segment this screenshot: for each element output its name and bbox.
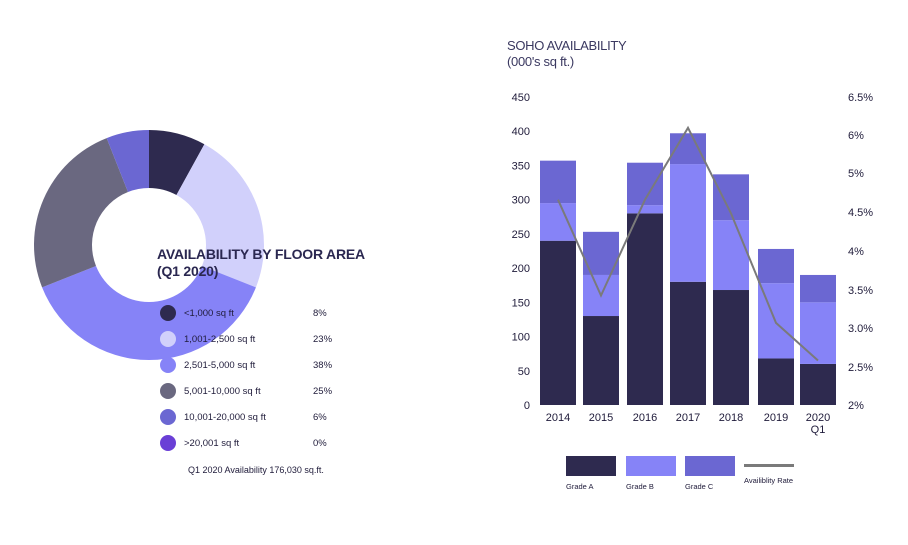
legend-grade-a: Grade A <box>566 456 616 491</box>
legend-item: 2,501-5,000 sq ft 38% <box>160 357 360 383</box>
bar-grade-c <box>800 274 836 303</box>
bar-legend: Grade A Grade B Grade C Availiblity Rate <box>566 456 826 496</box>
donut-title-line1: AVAILABILITY BY FLOOR AREA <box>157 246 365 262</box>
legend-item: <1,000 sq ft 8% <box>160 305 360 331</box>
legend-dot-icon <box>160 305 176 321</box>
donut-legend: <1,000 sq ft 8% 1,001-2,500 sq ft 23% 2,… <box>160 305 360 461</box>
x-tick-label: 2015 <box>589 412 613 424</box>
y-tick-label: 200 <box>512 263 530 275</box>
bar-grade-c <box>758 248 794 284</box>
legend-label: 1,001-2,500 sq ft <box>184 334 256 345</box>
grade-b-swatch <box>626 456 676 476</box>
y2-tick-label: 6% <box>848 130 864 142</box>
y2-tick-label: 5% <box>848 168 864 180</box>
grade-a-swatch <box>566 456 616 476</box>
bar-grade-a <box>758 358 794 405</box>
legend-label: <1,000 sq ft <box>184 308 234 319</box>
legend-item: 5,001-10,000 sq ft 25% <box>160 383 360 409</box>
bar-grade-b <box>670 164 706 282</box>
legend-percent: 8% <box>313 308 327 319</box>
donut-title-line2: (Q1 2020) <box>157 263 219 279</box>
legend-rate-label: Availiblity Rate <box>744 476 794 485</box>
legend-label: 5,001-10,000 sq ft <box>184 386 261 397</box>
y-tick-label: 450 <box>512 92 530 104</box>
bar-grade-a <box>800 363 836 405</box>
y-tick-label: 100 <box>512 332 530 344</box>
y2-tick-label: 2% <box>848 400 864 412</box>
y-tick-label: 250 <box>512 229 530 241</box>
legend-label: 2,501-5,000 sq ft <box>184 360 256 371</box>
bar-chart-title: SOHO AVAILABILITY (000's sq ft.) <box>507 38 627 70</box>
y2-tick-label: 3.0% <box>848 323 873 335</box>
legend-grade-b: Grade B <box>626 456 676 491</box>
y2-tick-label: 4.5% <box>848 207 873 219</box>
legend-percent: 6% <box>313 412 327 423</box>
legend-grade-c-label: Grade C <box>685 482 714 491</box>
bar-grade-b <box>713 220 749 291</box>
donut-slice <box>149 130 205 196</box>
x-tick-label: 2018 <box>719 412 743 424</box>
y2-tick-label: 6.5% <box>848 92 873 104</box>
x-tick-label: 2016 <box>633 412 657 424</box>
bar-grade-a <box>583 316 619 405</box>
x-tick-label: 2017 <box>676 412 700 424</box>
y2-tick-label: 3.5% <box>848 285 873 297</box>
bar-title-line1: SOHO AVAILABILITY <box>507 38 627 53</box>
y-tick-label: 350 <box>512 160 530 172</box>
bar-grade-a <box>540 240 576 405</box>
bar-grade-a <box>713 290 749 405</box>
y-tick-label: 150 <box>512 297 530 309</box>
legend-label: >20,001 sq ft <box>184 438 240 449</box>
x-tick-sublabel: Q1 <box>811 424 826 436</box>
rate-line-swatch <box>744 464 794 467</box>
bar-grade-b <box>540 203 576 241</box>
bar-grade-b <box>800 302 836 364</box>
legend-dot-icon <box>160 435 176 451</box>
legend-item: >20,001 sq ft 0% <box>160 435 360 461</box>
legend-label: 10,001-20,000 sq ft <box>184 412 266 423</box>
donut-title: AVAILABILITY BY FLOOR AREA (Q1 2020) <box>157 246 365 280</box>
donut-slice <box>176 144 264 288</box>
legend-dot-icon <box>160 409 176 425</box>
y-tick-label: 300 <box>512 195 530 207</box>
donut-slice <box>33 138 129 288</box>
bar-title-line2: (000's sq ft.) <box>507 54 574 69</box>
legend-dot-icon <box>160 383 176 399</box>
bar-grade-a <box>627 213 663 405</box>
donut-slice <box>42 265 256 360</box>
legend-rate: Availiblity Rate <box>744 456 794 485</box>
y2-tick-label: 2.5% <box>848 362 873 374</box>
donut-slice <box>106 130 149 193</box>
bar-grade-b <box>627 205 663 214</box>
x-tick-label: 2014 <box>546 412 570 424</box>
y-tick-label: 50 <box>518 366 530 378</box>
legend-percent: 38% <box>313 360 333 371</box>
bar-grade-a <box>670 281 706 405</box>
grade-c-swatch <box>685 456 735 476</box>
legend-item: 1,001-2,500 sq ft 23% <box>160 331 360 357</box>
legend-percent: 0% <box>313 438 327 449</box>
legend-dot-icon <box>160 357 176 373</box>
y2-tick-label: 4% <box>848 246 864 258</box>
x-tick-label: 2019 <box>764 412 788 424</box>
legend-percent: 23% <box>313 334 333 345</box>
y-tick-label: 400 <box>512 126 530 138</box>
availability-rate-line <box>557 125 819 362</box>
legend-item: 10,001-20,000 sq ft 6% <box>160 409 360 435</box>
availability-note: Q1 2020 Availability 176,030 sq.ft. <box>188 465 324 475</box>
legend-percent: 25% <box>313 386 333 397</box>
legend-grade-c: Grade C <box>685 456 735 491</box>
legend-grade-a-label: Grade A <box>566 482 594 491</box>
x-tick-label: 2020 <box>806 412 830 424</box>
legend-grade-b-label: Grade B <box>626 482 654 491</box>
y-tick-label: 0 <box>524 400 530 412</box>
bar-grade-c <box>540 160 576 204</box>
legend-dot-icon <box>160 331 176 347</box>
